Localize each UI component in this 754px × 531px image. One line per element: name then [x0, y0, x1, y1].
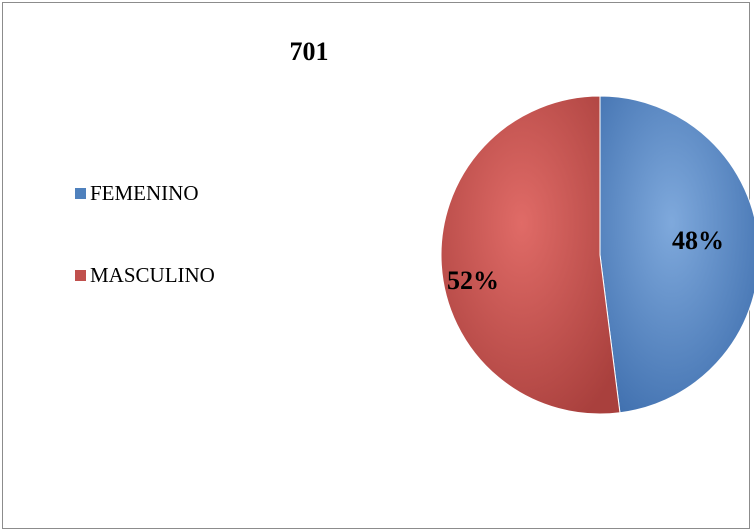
legend-swatch-femenino	[75, 187, 86, 199]
legend-swatch-masculino	[75, 269, 86, 281]
slice-label-femenino: 48%	[672, 226, 724, 255]
slice-label-masculino: 52%	[447, 266, 499, 295]
legend-item-femenino: FEMENINO	[75, 176, 215, 210]
pie-slice-masculino	[440, 95, 621, 415]
legend-item-masculino: MASCULINO	[75, 258, 215, 292]
pie-slice-femenino	[599, 95, 754, 414]
legend: FEMENINO MASCULINO	[75, 176, 215, 340]
legend-label-femenino: FEMENINO	[90, 180, 199, 205]
chart-title: 701	[289, 37, 329, 66]
legend-label-masculino: MASCULINO	[90, 262, 215, 287]
